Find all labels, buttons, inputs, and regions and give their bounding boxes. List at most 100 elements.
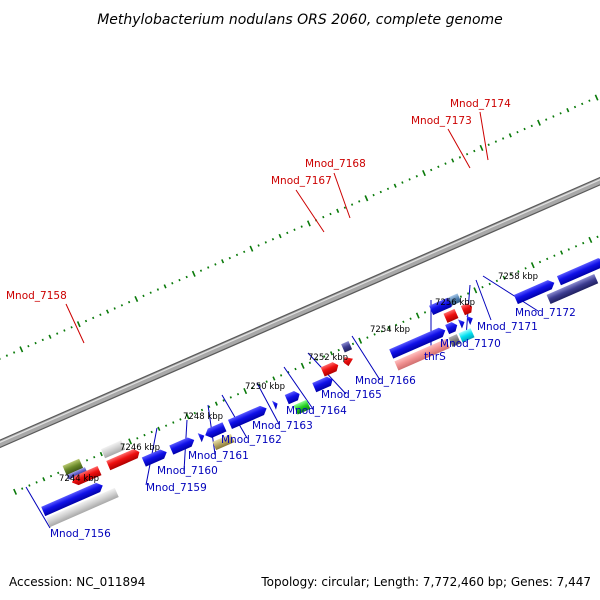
outer-row-tick [149,291,152,294]
outer-row-tick [214,263,217,266]
outer-row-tick [408,178,411,181]
inner-row-tick [329,351,334,356]
outer-row-tick [401,181,404,184]
outer-row-tick [120,304,124,307]
gene-mnod-7172 [458,328,475,343]
map-title: Methylobacterium nodulans ORS 2060, comp… [97,12,503,28]
label-mnod-7174: Mnod_7174 [450,98,511,110]
gene-mnod-7171 [457,319,465,329]
inner-row-tick [164,424,168,427]
inner-row-tick [265,380,268,383]
label-mnod-7165: Mnod_7165 [321,389,382,401]
inner-row-tick [423,311,427,314]
inner-row-tick [488,282,491,286]
outer-row-tick [99,313,102,317]
outer-row-tick [41,338,44,342]
outer-row-tick [5,354,9,357]
outer-row-tick [84,319,88,323]
inner-row-tick [28,484,31,487]
label-mnod-7164: Mnod_7164 [286,405,347,417]
inner-row-tick [128,438,133,445]
inner-row-tick [308,361,312,365]
gene-purple-7157 [66,467,87,480]
inner-row-tick [466,292,470,295]
gene-mnod-7165 [271,400,278,410]
outer-row-tick [545,118,548,121]
gene-mnod-7174 [448,293,462,306]
gene-red-left-2 [106,449,140,471]
inner-row-tick [294,367,297,371]
inner-row-tick [402,320,405,324]
outer-row-tick [487,143,490,147]
inner-row-tick [136,437,139,440]
label-mnod-7171: Mnod_7171 [477,321,538,333]
gene-mnod-7173 [429,297,454,315]
outer-row-tick [286,231,289,235]
outer-row-tick [264,241,267,244]
inner-row-tick [279,374,283,377]
outer-row-tick [530,124,533,128]
inner-row-tick [258,383,261,387]
gene-mnod-7161 [197,433,205,443]
inner-row-tick [143,433,146,437]
outer-row-tick [228,256,231,260]
gene-olive-7157 [62,458,84,476]
gene-mnod-7163 [212,433,235,451]
inner-row-tick [243,387,248,395]
gene-slate [448,334,461,347]
accession-text: Accession: NC_011894 [9,575,145,589]
gene-mnod-7166 [284,391,300,405]
reverse-strand-labels: Mnod_7156 Mnod_7159 Mnod_7160 Mnod_7161 … [50,307,576,540]
inner-row-tick [323,355,326,358]
inner-row-tick [530,262,535,269]
outer-row-tick [465,152,469,156]
outer-row-tick [594,94,599,101]
genome-backbone [0,176,600,449]
outer-row-tick [271,237,275,241]
gene-thrs [394,338,450,371]
leader-line [482,275,539,312]
gene-features [41,258,600,528]
outer-row-tick [105,309,110,314]
outer-row-tick [415,174,418,178]
outer-row-tick [523,127,526,131]
outer-row-tick [56,332,59,335]
tick-label-7252: 7252 kbp [308,353,348,363]
outer-row-tick [300,225,303,228]
leader-line [447,128,471,169]
outer-row-tick [422,169,426,177]
inner-row-tick [373,333,376,336]
inner-row-tick [459,295,463,298]
inner-row-tick [35,481,38,484]
gene-mnod-7159 [141,449,167,467]
inner-row-tick [49,474,53,478]
outer-row-tick [48,334,52,339]
genome-summary-text: Topology: circular; Length: 7,772,460 bp… [260,575,591,589]
inner-row-tick [222,399,225,402]
leader-line [295,189,325,233]
inner-row-tick [99,451,103,457]
outer-row-tick [329,212,332,216]
outer-row-tick [552,115,555,118]
label-mnod-7168: Mnod_7168 [305,158,366,170]
inner-row-tick [157,426,161,432]
outer-row-tick [12,351,16,354]
outer-row-tick [243,250,246,254]
tick-label-7246: 7246 kbp [120,443,160,453]
gene-blue-right [513,280,555,305]
gene-mnod-7168 [341,341,353,353]
outer-row-tick [386,187,390,191]
inner-row-tick [13,488,18,495]
outer-row-tick [588,99,591,102]
inner-row-tick [236,392,240,396]
outer-row-tick [163,284,167,289]
inner-row-tick [517,270,520,273]
outer-row-tick [293,228,296,232]
outer-row-tick [581,102,584,106]
leader-line [65,303,85,344]
gene-red-7174 [460,303,473,316]
outer-row-tick [142,294,145,298]
gene-mnod-7156 [41,482,103,517]
inner-row-tick [208,405,211,409]
